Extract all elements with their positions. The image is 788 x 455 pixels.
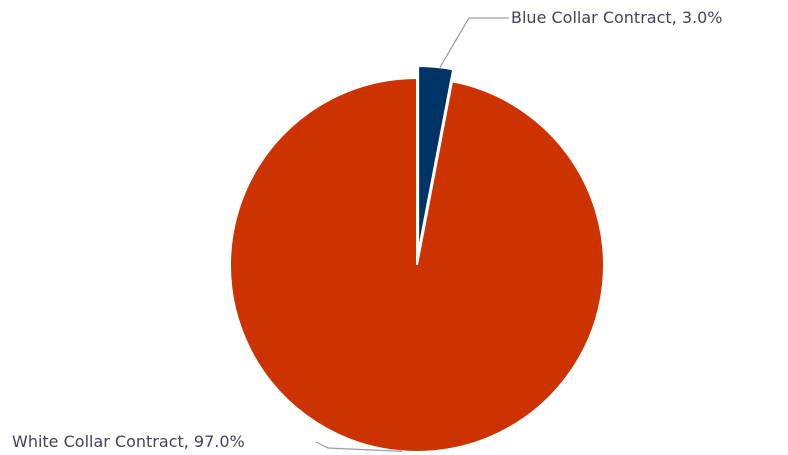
leader-line-white-collar-contract [315,441,403,453]
slice-label-blue-collar-contract: Blue Collar Contract, 3.0% [511,8,722,27]
pie-slice-white-collar-contract [229,76,605,453]
slices-layer [229,65,605,453]
leader-lines [315,17,509,453]
slice-labels: Blue Collar Contract, 3.0% White Collar C… [12,8,722,451]
pie-slice-blue-collar-contract [417,65,455,254]
slice-label-white-collar-contract: White Collar Contract, 97.0% [12,432,245,451]
leader-line-blue-collar-contract [439,17,509,68]
